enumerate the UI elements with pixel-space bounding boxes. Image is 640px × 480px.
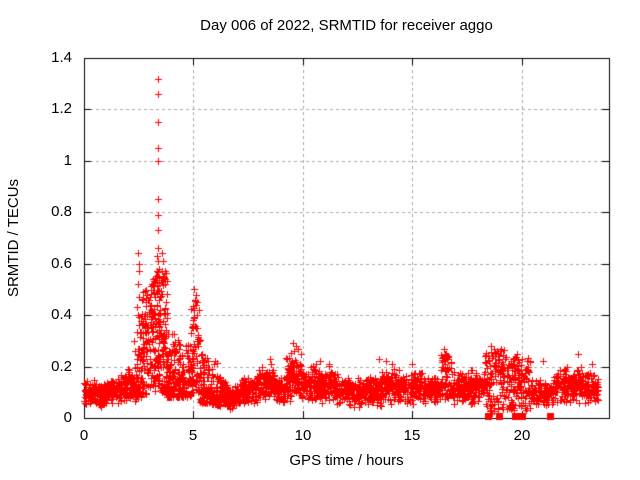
y-tick-label: 1.4 [51,49,72,66]
y-tick-label: 1.2 [51,100,72,117]
x-tick-label: 0 [79,427,89,444]
x-tick-label: 5 [188,427,198,444]
y-tick-label: 0.4 [51,306,72,323]
y-tick-label: 0.8 [51,203,72,220]
y-tick-label: 0 [63,409,72,426]
x-axis-label: GPS time / hours [289,452,404,469]
y-tick-label: 1 [63,152,72,169]
y-tick-label: 0.2 [51,358,72,375]
x-tick-label: 10 [294,427,312,444]
chart-title: Day 006 of 2022, SRMTID for receiver agg… [200,17,493,34]
x-tick-label: 20 [513,427,531,444]
x-tick-label: 15 [403,427,421,444]
y-tick-label: 0.6 [51,255,72,272]
